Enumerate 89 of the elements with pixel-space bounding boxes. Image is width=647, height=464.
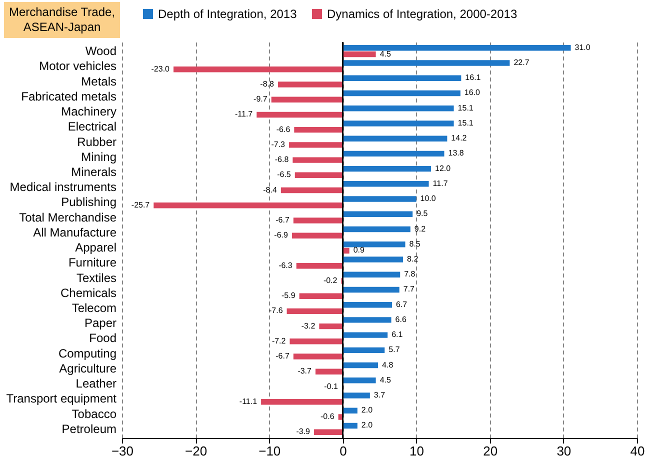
y-tick-label: Petroleum bbox=[62, 422, 116, 436]
data-label: -6.5 bbox=[277, 170, 292, 180]
y-tick-label: Agriculture bbox=[59, 361, 117, 376]
data-label: 9.2 bbox=[414, 224, 426, 234]
x-tick-label: −10 bbox=[258, 444, 281, 458]
y-tick-label: Textiles bbox=[76, 270, 116, 285]
data-label: 10.0 bbox=[420, 194, 436, 204]
data-label: 6.7 bbox=[396, 300, 408, 309]
data-label: 0.9 bbox=[353, 246, 366, 255]
data-label: -3.7 bbox=[298, 366, 312, 376]
data-label: 6.6 bbox=[395, 314, 407, 324]
y-tick-label: Rubber bbox=[77, 134, 116, 149]
data-label: 8.5 bbox=[409, 239, 421, 248]
data-label: -6.9 bbox=[274, 230, 288, 240]
data-label: 9.5 bbox=[416, 209, 428, 218]
y-tick-label: Wood bbox=[85, 44, 116, 58]
data-label: 11.7 bbox=[432, 178, 448, 188]
data-label: -6.8 bbox=[274, 155, 290, 164]
data-label: -7.6 bbox=[269, 306, 284, 316]
data-label: -7.2 bbox=[272, 336, 286, 346]
data-label: -8.4 bbox=[263, 185, 278, 194]
data-label: 2.0 bbox=[361, 406, 374, 415]
data-label: 16.1 bbox=[465, 73, 482, 82]
y-tick-label: Apparel bbox=[75, 240, 116, 255]
legend-label: Depth of Integration, 2013 bbox=[158, 7, 298, 21]
data-label: -6.7 bbox=[276, 352, 290, 361]
y-tick-label: Total Merchandise bbox=[19, 210, 117, 224]
x-tick-label: 20 bbox=[483, 444, 498, 458]
data-label: -25.7 bbox=[131, 200, 150, 210]
data-label: 6.1 bbox=[392, 330, 404, 340]
y-tick-label: Chemicals bbox=[60, 286, 116, 300]
data-label: 14.2 bbox=[451, 134, 468, 143]
x-tick-label: 0 bbox=[340, 444, 347, 458]
data-label: 4.5 bbox=[380, 49, 392, 58]
data-label: -6.3 bbox=[278, 260, 293, 270]
data-label: -6.6 bbox=[276, 124, 291, 134]
y-tick-label: Medical instruments bbox=[10, 180, 116, 194]
y-tick-label: Computing bbox=[58, 346, 116, 360]
data-label: -6.7 bbox=[276, 216, 290, 225]
data-label: -3.9 bbox=[296, 427, 311, 436]
data-label: 2.0 bbox=[361, 420, 374, 430]
data-label: -23.0 bbox=[151, 64, 170, 74]
data-label: 3.7 bbox=[374, 390, 386, 400]
data-label: 5.7 bbox=[388, 345, 400, 354]
data-label: 15.1 bbox=[458, 118, 474, 128]
y-tick-label: Mining bbox=[81, 150, 116, 164]
x-tick-label: 30 bbox=[556, 444, 572, 458]
data-label: -11.7 bbox=[234, 110, 254, 119]
data-label: 7.7 bbox=[403, 284, 416, 294]
chart-title: Merchandise Trade, ASEAN-Japan bbox=[4, 2, 120, 38]
y-tick-label: Electrical bbox=[68, 120, 116, 134]
data-label: -0.6 bbox=[320, 412, 335, 421]
x-tick-label: 40 bbox=[630, 444, 645, 458]
data-label: 7.8 bbox=[404, 270, 416, 279]
data-label: -5.9 bbox=[282, 291, 296, 300]
y-tick-label: All Manufacture bbox=[33, 225, 117, 240]
data-label: -9.7 bbox=[254, 94, 268, 104]
data-label: 15.1 bbox=[458, 103, 474, 112]
y-tick-label: Minerals bbox=[71, 164, 116, 179]
x-tick-label: 10 bbox=[410, 444, 424, 458]
data-label: 16.0 bbox=[464, 88, 481, 98]
y-tick-label: Metals bbox=[81, 74, 116, 88]
data-label: 4.8 bbox=[382, 360, 394, 370]
x-tick-label: −20 bbox=[185, 444, 208, 458]
x-tick-label: −30 bbox=[111, 444, 134, 458]
data-label: 31.0 bbox=[574, 42, 591, 52]
y-tick-label: Food bbox=[89, 331, 116, 346]
y-tick-label: Tobacco bbox=[72, 406, 117, 421]
data-label: 13.8 bbox=[448, 148, 464, 158]
data-label: -8.8 bbox=[260, 79, 275, 88]
data-label: 22.7 bbox=[514, 58, 530, 67]
data-label: -0.1 bbox=[324, 382, 339, 391]
data-label: -7.3 bbox=[271, 140, 286, 149]
y-tick-label: Machinery bbox=[61, 104, 116, 119]
data-label: -0.2 bbox=[323, 276, 338, 285]
legend-label: Dynamics of Integration, 2000-2013 bbox=[327, 7, 518, 21]
y-tick-label: Leather bbox=[76, 376, 116, 391]
y-tick-label: Motor vehicles bbox=[39, 59, 116, 74]
data-label: 8.2 bbox=[407, 254, 419, 264]
data-label: 4.5 bbox=[380, 375, 392, 384]
y-tick-label: Furniture bbox=[68, 256, 117, 270]
data-label: -3.2 bbox=[301, 321, 316, 330]
y-tick-label: Publishing bbox=[61, 195, 116, 210]
y-tick-label: Telecom bbox=[72, 301, 116, 316]
data-label: -11.1 bbox=[239, 396, 258, 406]
y-tick-label: Fabricated metals bbox=[21, 89, 116, 104]
data-label: 12.0 bbox=[435, 164, 452, 173]
y-tick-label: Transport equipment bbox=[6, 392, 118, 406]
y-tick-label: Paper bbox=[84, 316, 116, 330]
